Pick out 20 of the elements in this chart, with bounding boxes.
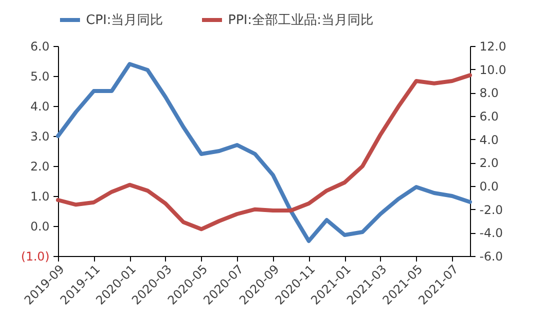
y-tick-label: (1.0)	[21, 250, 50, 264]
y-tick-label: 3.0	[30, 130, 50, 144]
y-tick-label: 1.0	[30, 190, 50, 204]
y-tick-label: 5.0	[30, 70, 50, 84]
y2-tick-label: 0.0	[480, 180, 499, 194]
y-tick-label: 0.0	[30, 220, 50, 234]
y2-tick-label: 2.0	[480, 156, 499, 170]
y2-tick-label: 4.0	[480, 132, 499, 147]
y2-tick-label: 8.0	[480, 86, 499, 100]
legend-label: PPI:全部工业品:当月同比	[228, 13, 374, 28]
y2-tick-label: -6.0	[480, 250, 503, 264]
y-tick-label: 6.0	[30, 40, 50, 54]
y2-tick-label: 6.0	[480, 110, 499, 124]
y-tick-label: 2.0	[30, 160, 50, 174]
legend-label: CPI:当月同比	[86, 13, 164, 28]
y2-tick-label: 10.0	[480, 62, 506, 77]
y2-tick-label: 12.0	[480, 40, 506, 54]
y2-tick-label: -4.0	[480, 226, 503, 240]
y-tick-label: 4.0	[30, 100, 50, 114]
y2-tick-label: -2.0	[480, 202, 503, 217]
